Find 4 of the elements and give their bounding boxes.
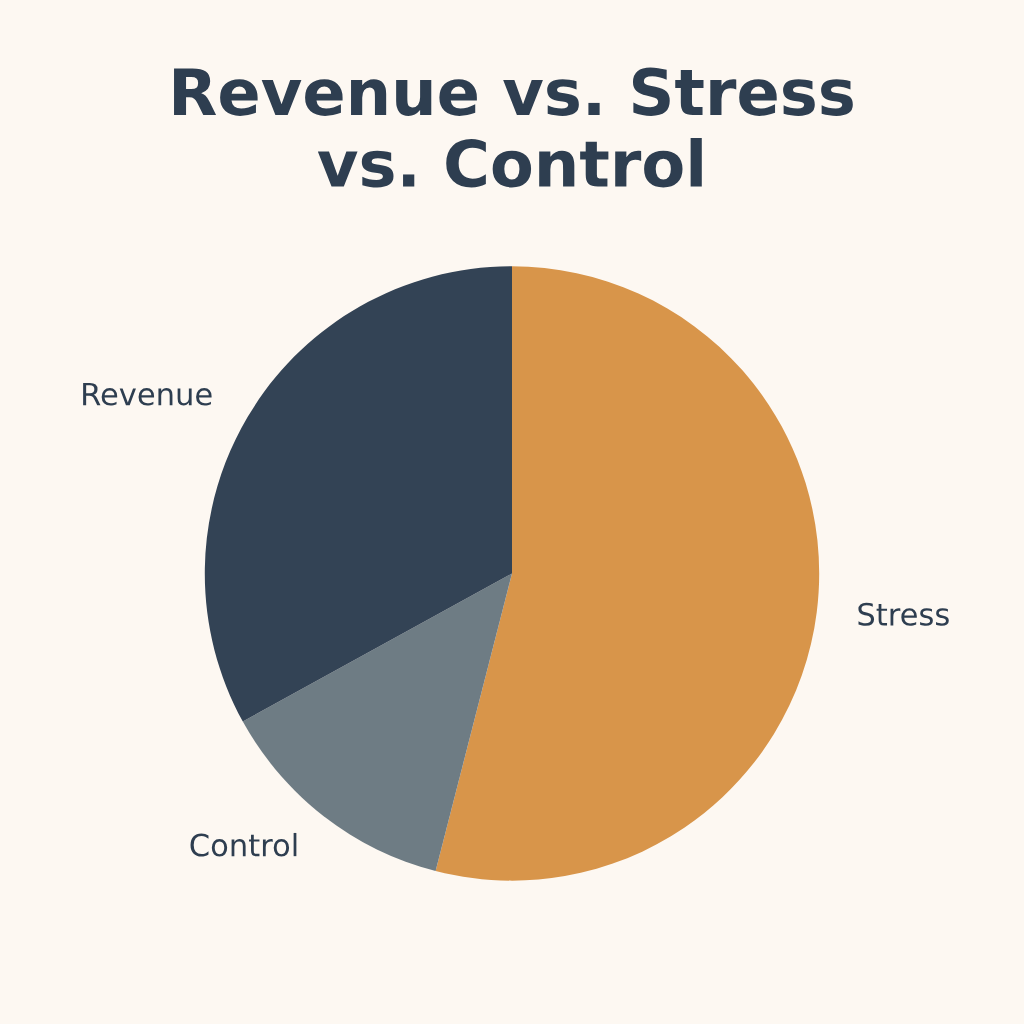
- chart-title: Revenue vs. Stress vs. Control: [174, 67, 853, 188]
- slice-label: Revenue: [83, 382, 212, 406]
- slice-label: Control: [190, 832, 297, 857]
- slice-label: Stress: [858, 602, 949, 626]
